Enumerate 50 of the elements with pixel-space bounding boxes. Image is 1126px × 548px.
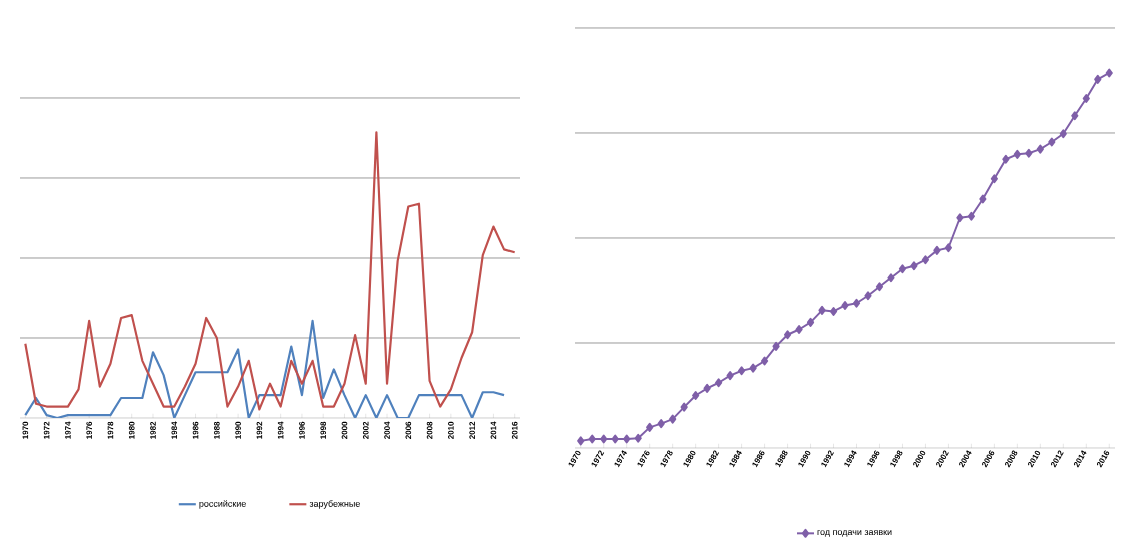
point (875, 282, 884, 292)
point (1048, 137, 1056, 147)
point (1025, 148, 1033, 158)
point (680, 402, 688, 412)
point (979, 194, 987, 204)
point (692, 391, 700, 400)
point (669, 414, 677, 424)
point (623, 434, 631, 444)
point (715, 378, 723, 388)
point (783, 330, 792, 340)
point (600, 434, 608, 444)
point (1094, 74, 1102, 84)
point (634, 433, 642, 443)
point (864, 291, 872, 301)
point (1071, 111, 1079, 121)
point (887, 273, 895, 283)
point (1059, 129, 1067, 139)
point (646, 422, 654, 432)
point (657, 419, 665, 429)
point (1105, 68, 1113, 78)
legend-label: российские (199, 500, 246, 509)
point (829, 307, 838, 316)
point (1002, 154, 1010, 164)
point (818, 305, 826, 315)
point (806, 317, 815, 327)
point (967, 211, 976, 221)
point (772, 341, 780, 351)
point (795, 325, 803, 334)
point (588, 434, 596, 444)
point (1013, 149, 1021, 159)
point (726, 371, 734, 381)
point (841, 301, 849, 310)
point (703, 383, 711, 393)
point (760, 356, 769, 366)
legend-label: зарубежные (309, 500, 360, 509)
point (577, 436, 585, 446)
point (1036, 144, 1044, 154)
point (956, 213, 964, 223)
point (921, 255, 930, 265)
point (990, 174, 998, 184)
point (1082, 94, 1090, 103)
point (910, 261, 918, 271)
point (944, 243, 953, 253)
point (898, 264, 907, 274)
legend-label: год подачи заявки (817, 530, 892, 537)
point (737, 366, 746, 376)
point (749, 363, 757, 373)
point (852, 298, 861, 308)
point (933, 245, 941, 255)
point (611, 434, 619, 444)
